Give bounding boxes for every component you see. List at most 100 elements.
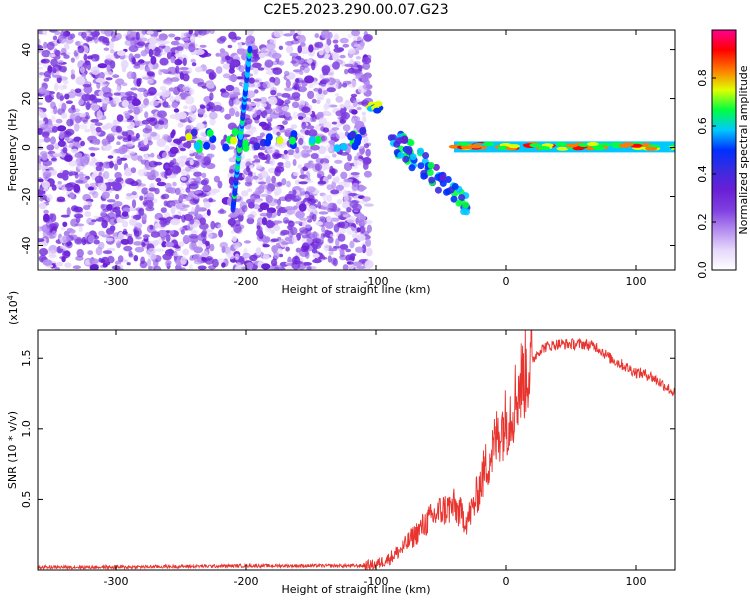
noise-speck: [306, 125, 315, 130]
noise-speck: [255, 187, 262, 196]
noise-speck: [197, 107, 206, 115]
noise-speck: [277, 247, 283, 254]
x-tick-label: 100: [626, 575, 647, 588]
noise-speck: [38, 143, 43, 147]
noise-speck: [152, 47, 162, 57]
noise-speck: [353, 195, 359, 201]
noise-speck: [69, 192, 75, 199]
noise-speck: [323, 243, 330, 252]
branch-blob: [451, 183, 459, 190]
noise-speck: [304, 250, 310, 259]
noise-speck: [43, 171, 52, 178]
noise-speck: [238, 41, 243, 49]
noise-speck: [59, 95, 65, 101]
noise-speck: [195, 176, 202, 182]
noise-speck: [180, 176, 187, 181]
noise-speck: [297, 262, 306, 270]
noise-speck: [41, 58, 50, 64]
noise-speck: [177, 111, 187, 120]
branch-blob: [417, 147, 424, 155]
noise-speck: [126, 262, 131, 266]
noise-speck: [78, 226, 83, 233]
noise-speck: [38, 87, 47, 95]
noise-speck: [76, 248, 84, 258]
noise-speck: [86, 61, 92, 71]
noise-speck: [197, 82, 207, 88]
noise-speck: [62, 147, 68, 154]
snr-scale-exponent: 4: [6, 295, 15, 300]
noise-speck: [121, 82, 128, 87]
noise-speck: [101, 191, 110, 199]
noise-speck: [113, 163, 119, 171]
noise-speck: [273, 30, 284, 38]
noise-speck: [98, 230, 105, 236]
noise-speck: [143, 137, 148, 146]
noise-speck: [351, 109, 358, 115]
noise-speck: [274, 266, 280, 270]
noise-speck: [85, 101, 91, 111]
noise-speck: [168, 33, 176, 38]
chart-title: C2E5.2023.290.00.07.G23: [263, 2, 448, 18]
x-tick-label: -300: [104, 575, 129, 588]
noise-speck: [110, 37, 116, 42]
noise-speck: [361, 57, 372, 65]
noise-speck: [320, 135, 328, 142]
noise-speck: [363, 170, 372, 178]
noise-speck: [123, 170, 133, 177]
branch-blob: [462, 201, 470, 209]
noise-speck: [50, 136, 56, 145]
noise-speck: [80, 140, 85, 147]
noise-speck: [319, 254, 325, 260]
carrier-peak: [538, 146, 550, 151]
noise-speck: [189, 218, 195, 225]
noise-speck: [163, 120, 169, 130]
noise-speck: [208, 72, 215, 81]
noise-speck: [290, 124, 298, 129]
branch-blob: [407, 139, 415, 147]
noise-speck: [339, 37, 349, 44]
noise-speck: [177, 122, 184, 128]
noise-speck: [332, 39, 339, 44]
noise-speck: [109, 160, 114, 169]
noise-speck: [123, 245, 133, 252]
noise-speck: [227, 218, 236, 226]
noise-speck: [242, 134, 251, 138]
noise-speck: [257, 67, 265, 71]
noise-speck: [322, 127, 330, 133]
noise-speck: [210, 220, 216, 230]
noise-speck: [254, 158, 261, 163]
noise-speck: [283, 138, 288, 143]
carrier-blob: [289, 136, 296, 145]
noise-speck: [335, 96, 344, 103]
noise-speck: [65, 242, 70, 247]
noise-speck: [316, 173, 322, 179]
noise-speck: [173, 108, 180, 113]
y-tick-label: -40: [20, 237, 33, 255]
noise-speck: [174, 59, 183, 66]
noise-speck: [96, 110, 103, 120]
colorbar-tick-label: 0.8: [696, 69, 709, 87]
noise-speck: [180, 256, 187, 265]
noise-speck: [144, 66, 151, 72]
noise-speck: [43, 70, 51, 78]
noise-speck: [209, 92, 214, 101]
noise-speck: [38, 61, 43, 66]
noise-speck: [278, 60, 285, 66]
noise-speck: [62, 173, 69, 181]
noise-speck: [206, 191, 217, 196]
carrier-blob: [230, 136, 238, 145]
noise-speck: [342, 43, 350, 48]
noise-speck: [159, 85, 167, 91]
noise-speck: [266, 210, 273, 219]
noise-speck: [281, 178, 287, 186]
noise-speck: [281, 93, 291, 98]
noise-speck: [43, 213, 50, 221]
noise-speck: [42, 229, 50, 238]
noise-speck: [126, 119, 133, 123]
noise-speck: [228, 75, 238, 82]
noise-speck: [73, 123, 80, 132]
noise-speck: [142, 132, 151, 138]
noise-speck: [203, 201, 211, 209]
noise-speck: [217, 180, 223, 189]
